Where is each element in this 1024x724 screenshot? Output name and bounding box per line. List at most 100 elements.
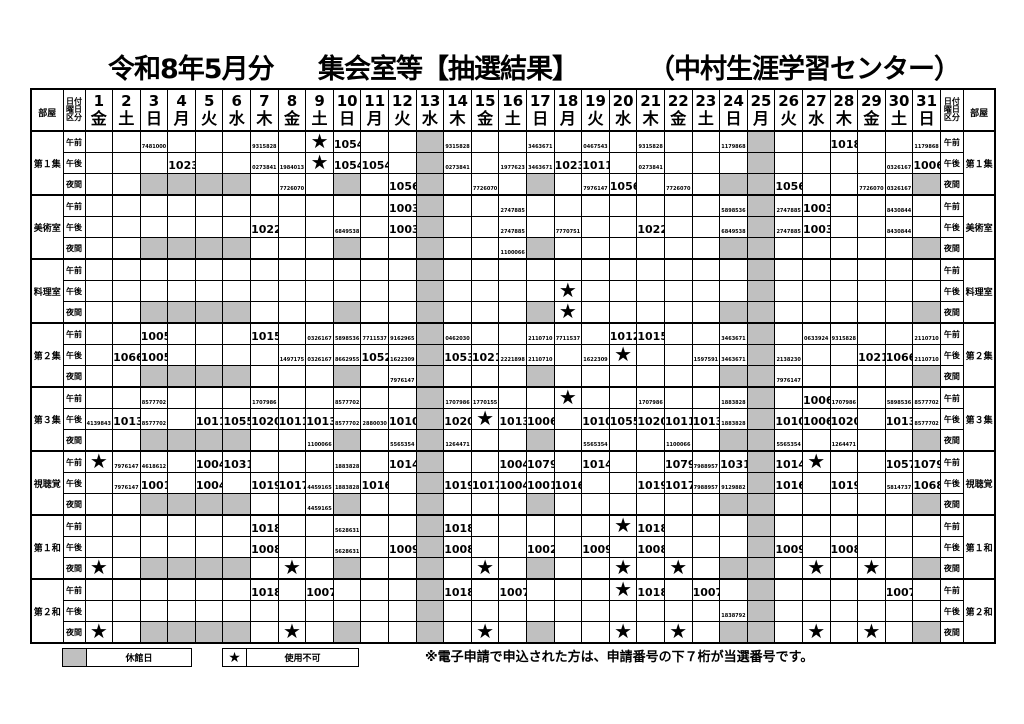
schedule-cell: 1019 (250, 472, 279, 494)
lottery-number: 1019 (251, 478, 278, 492)
schedule-cell (801, 600, 831, 622)
schedule-cell (829, 173, 859, 196)
schedule-cell: 1883828 (719, 386, 748, 409)
schedule-cell (84, 216, 114, 238)
schedule-cell (746, 557, 776, 580)
schedule-cell (167, 514, 196, 537)
day-of-week: 日 (725, 109, 742, 128)
schedule-cell: 1007 (691, 578, 721, 601)
schedule-cell (84, 493, 114, 516)
lottery-number: 1056 (775, 179, 802, 193)
schedule-cell (829, 152, 859, 174)
day-header: 24 日 (719, 88, 748, 132)
schedule-cell (801, 280, 831, 302)
application-number: 9315828 (252, 143, 277, 150)
schedule-cell: 1883828 (719, 408, 748, 430)
schedule-cell (415, 408, 445, 430)
lottery-number: 1007 (499, 585, 526, 599)
schedule-cell (250, 429, 279, 452)
star-icon: ★ (669, 621, 688, 643)
schedule-cell (388, 514, 417, 537)
day-of-week: 日 (532, 109, 549, 128)
schedule-cell (388, 600, 417, 622)
schedule-cell: ★ (84, 621, 114, 644)
schedule-cell (277, 322, 307, 345)
schedule-cell: 9129882 (719, 472, 748, 494)
application-number: 7481000 (141, 143, 167, 150)
day-header: 17 日 (526, 88, 555, 132)
schedule-cell: 1006 (912, 152, 941, 174)
date-header: 日付 曜日 区分 (62, 88, 86, 132)
schedule-cell: 8662955 (332, 344, 362, 366)
schedule-cell (470, 450, 500, 473)
schedule-cell (526, 258, 555, 281)
table-row: 第２和午前1018100710181007★101810071007午前第２和 (30, 578, 996, 644)
lottery-number: 1003 (389, 222, 416, 236)
day-of-week: 土 (891, 109, 908, 128)
schedule-cell (470, 365, 500, 388)
day-header: 29 金 (857, 88, 886, 132)
star-icon: ★ (89, 557, 108, 579)
application-number: 1883828 (721, 399, 746, 406)
schedule-cell: 4459165 (305, 493, 334, 516)
schedule-cell: 1079 (912, 450, 941, 473)
application-number: 0326167 (886, 164, 912, 171)
schedule-cell (167, 536, 196, 558)
lottery-number: 1006 (802, 393, 829, 407)
application-number: 5565354 (583, 441, 608, 448)
schedule-cell (526, 514, 555, 537)
period-label-right: 午前 (939, 194, 964, 217)
schedule-cell: 1003 (801, 216, 831, 238)
day-of-week: 水 (228, 109, 245, 128)
star-icon: ★ (310, 131, 329, 153)
schedule-cell (774, 578, 803, 601)
schedule-cell (801, 429, 831, 452)
application-number: 7976147 (114, 463, 139, 470)
schedule-cell: 5565354 (581, 429, 610, 452)
period-label: 夜間 (62, 301, 86, 324)
table-row: 美術室午前10032747885589853627478851003843084… (30, 194, 996, 260)
schedule-cell (719, 258, 748, 281)
schedule-cell: 1100066 (498, 237, 527, 260)
title-facility: （中村生涯学習センター） (648, 54, 961, 85)
schedule-cell (84, 280, 114, 302)
schedule-cell (415, 536, 445, 558)
schedule-cell (194, 600, 224, 622)
schedule-cell (332, 429, 362, 452)
schedule-cell: 0462030 (443, 322, 472, 345)
application-number: 0273841 (252, 164, 277, 171)
schedule-cell: ★ (663, 557, 693, 580)
schedule-cell: 7726070 (663, 173, 693, 196)
schedule-cell (581, 578, 610, 601)
schedule-cell (663, 514, 693, 537)
schedule-cell (167, 386, 196, 409)
lottery-number: 1068 (913, 478, 940, 492)
schedule-cell (746, 152, 776, 174)
application-number: 1707986 (831, 399, 856, 406)
schedule-cell (388, 472, 417, 494)
schedule-cell (250, 194, 279, 217)
schedule-cell (112, 130, 141, 153)
schedule-cell (498, 365, 527, 388)
day-header: 30 土 (884, 88, 914, 132)
application-number: 3463671 (528, 143, 553, 150)
schedule-cell (332, 600, 362, 622)
schedule-cell (360, 578, 390, 601)
schedule-cell: 1054 (360, 152, 390, 174)
period-label-right: 午後 (939, 408, 964, 430)
schedule-cell (498, 280, 527, 302)
schedule-cell (167, 408, 196, 430)
schedule-cell (360, 386, 390, 409)
schedule-cell (691, 194, 721, 217)
schedule-cell (912, 365, 941, 388)
schedule-cell (84, 600, 114, 622)
schedule-cell: 7711537 (553, 322, 583, 345)
table-row: 午後 1838792 午後 (31, 600, 995, 622)
